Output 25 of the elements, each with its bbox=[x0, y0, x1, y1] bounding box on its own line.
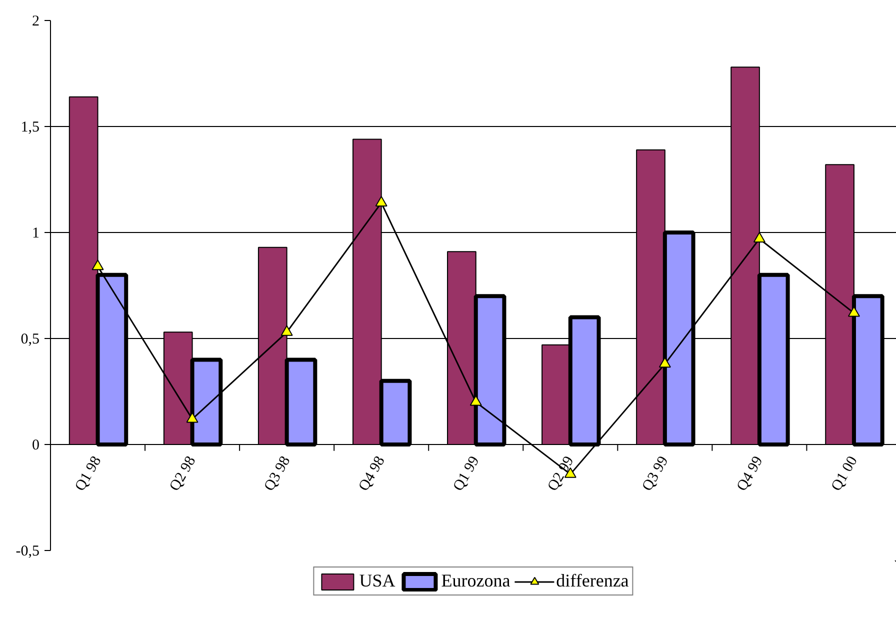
y-tick-label: 0 bbox=[32, 438, 40, 454]
x-tick-label: Q3 98 bbox=[261, 454, 294, 494]
x-tick-label: Q1 00 bbox=[828, 454, 861, 494]
point bbox=[375, 196, 388, 206]
point bbox=[92, 260, 104, 270]
x-tick-label: Q3 99 bbox=[640, 454, 672, 494]
point bbox=[186, 412, 198, 423]
x-tick-label: Q1 99 bbox=[450, 454, 483, 494]
x-tick-label: Q4 98 bbox=[356, 454, 388, 494]
y-tick-label: 1 bbox=[32, 226, 40, 242]
x-tick-label: Q1 98 bbox=[72, 454, 105, 494]
point bbox=[280, 325, 293, 336]
x-tick-label: Q4 99 bbox=[734, 454, 766, 494]
y-tick-label: 0,5 bbox=[20, 332, 40, 348]
point bbox=[753, 232, 766, 243]
point bbox=[848, 306, 860, 317]
point bbox=[470, 395, 482, 406]
legend-label: USA bbox=[359, 570, 396, 592]
legend-label: Eurozona bbox=[441, 570, 510, 592]
y-tick-label: 2 bbox=[32, 14, 40, 30]
point bbox=[658, 357, 671, 368]
legend-label: differenza bbox=[556, 570, 629, 592]
x-tick-label: Q2 98 bbox=[166, 454, 200, 494]
y-tick-label: 1,5 bbox=[20, 120, 40, 136]
y-tick-label: -0,5 bbox=[16, 544, 40, 560]
